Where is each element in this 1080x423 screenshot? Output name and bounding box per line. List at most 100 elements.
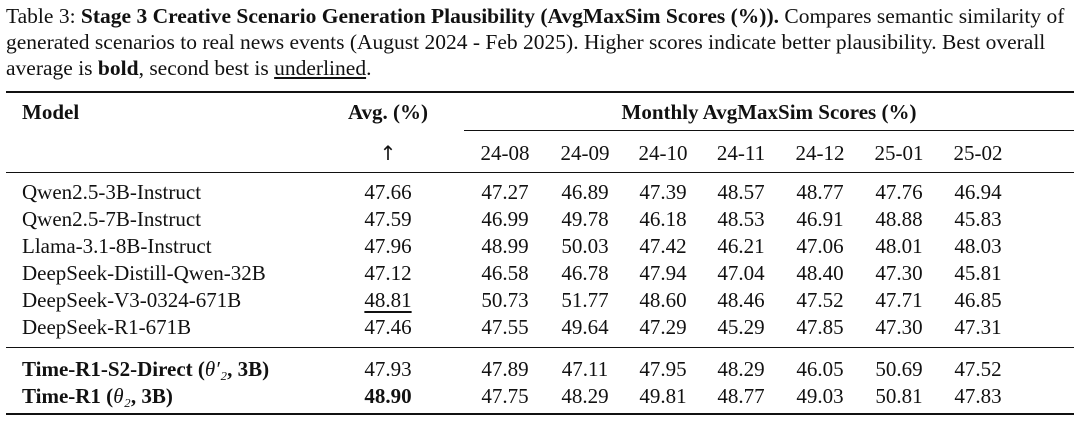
row-month-value: 50.73 [481,288,529,312]
row-month-value: 47.76 [875,180,923,204]
header-month: 25-02 [953,141,1003,165]
row-month-value: 49.64 [561,315,609,339]
row-month-value: 47.95 [639,357,687,381]
caption-label: Table 3: [6,4,81,28]
row-month-value: 45.83 [954,207,1002,231]
row-avg-value: 48.90 [364,384,412,408]
row-month-value: 47.85 [796,315,844,339]
row-month-value: 48.40 [796,261,844,285]
row-avg-value: 47.93 [364,357,412,381]
row-month-value: 47.06 [796,234,844,258]
model-name-prefix: Time-R1 ( [22,384,114,408]
row-month-value: 46.94 [954,180,1002,204]
row-month-value: 47.71 [875,288,923,312]
row-avg-value: 47.66 [364,180,412,204]
mid-rule [6,172,1074,173]
model-parameter-symbol: θ′₂ [204,357,228,381]
row-model-name: Time-R1 (θ₂, 3B) [22,383,173,409]
caption-bold-word: bold [97,56,139,80]
row-avg-value: 47.46 [364,315,412,339]
row-model-name: Qwen2.5-3B-Instruct [22,180,202,204]
row-month-value: 50.81 [875,384,923,408]
row-month-value: 46.89 [561,180,609,204]
row-model-name: DeepSeek-V3-0324-671B [22,288,242,312]
row-month-value: 46.21 [717,234,765,258]
row-month-value: 46.58 [481,261,529,285]
row-month-value: 47.29 [639,315,687,339]
row-model-name: Qwen2.5-7B-Instruct [22,207,202,231]
bottom-rule [6,413,1074,415]
caption-title: Stage 3 Creative Scenario Generation Pla… [80,4,779,28]
model-parameter-symbol: θ₂ [113,384,131,408]
header-model: Model [22,100,80,124]
row-month-value: 48.99 [481,234,529,258]
row-avg-value: 47.96 [364,234,412,258]
row-avg-value: 48.81 [364,288,412,312]
header-avg: Avg. (%) [347,100,429,124]
row-month-value: 47.89 [481,357,529,381]
row-month-value: 46.78 [561,261,609,285]
table-caption: Table 3: Stage 3 Creative Scenario Gener… [6,3,1074,81]
row-month-value: 47.11 [561,357,609,381]
row-month-value: 50.69 [875,357,923,381]
top-rule [6,91,1074,93]
row-month-value: 47.39 [639,180,687,204]
row-month-value: 46.91 [796,207,844,231]
row-month-value: 49.81 [639,384,687,408]
header-arrow: ↑ [379,141,397,165]
header-month: 24-09 [560,141,610,165]
row-month-value: 48.88 [875,207,923,231]
row-month-value: 45.81 [954,261,1002,285]
row-month-value: 48.03 [954,234,1002,258]
row-model-name: DeepSeek-R1-671B [22,315,192,339]
row-month-value: 48.77 [796,180,844,204]
row-avg-value: 47.59 [364,207,412,231]
row-month-value: 47.83 [954,384,1002,408]
row-month-value: 47.31 [954,315,1002,339]
model-name-suffix: , 3B) [130,384,173,408]
row-month-value: 47.30 [875,315,923,339]
caption-underlined-word: underlined [274,56,367,80]
row-month-value: 47.55 [481,315,529,339]
caption-text-1: Compares semantic similarity of generate… [6,4,1065,80]
row-month-value: 47.75 [481,384,529,408]
row-month-value: 48.01 [875,234,923,258]
row-month-value: 45.29 [717,315,765,339]
row-month-value: 46.05 [796,357,844,381]
caption-text-3: . [366,56,372,80]
model-name-prefix: Time-R1-S2-Direct ( [22,357,205,381]
row-month-value: 48.29 [561,384,609,408]
row-model-name: DeepSeek-Distill-Qwen-32B [22,261,266,285]
row-month-value: 47.04 [717,261,765,285]
row-avg-value: 47.12 [364,261,412,285]
row-month-value: 48.46 [717,288,765,312]
monthly-cmidrule [464,130,1074,131]
row-month-value: 47.42 [639,234,687,258]
row-month-value: 47.52 [954,357,1002,381]
row-month-value: 48.60 [639,288,687,312]
row-month-value: 46.18 [639,207,687,231]
row-month-value: 50.03 [561,234,609,258]
header-month: 24-10 [638,141,688,165]
header-month: 24-11 [716,141,766,165]
row-month-value: 47.94 [639,261,687,285]
caption-text-2: , second best is [138,56,275,80]
row-model-name: Time-R1-S2-Direct (θ′₂, 3B) [22,356,269,382]
row-month-value: 46.85 [954,288,1002,312]
row-month-value: 46.99 [481,207,529,231]
row-month-value: 48.77 [717,384,765,408]
mid-rule-2 [6,347,1074,348]
header-month: 25-01 [874,141,924,165]
row-month-value: 47.52 [796,288,844,312]
row-month-value: 48.53 [717,207,765,231]
header-month: 24-12 [795,141,845,165]
header-month: 24-08 [480,141,530,165]
row-month-value: 48.57 [717,180,765,204]
row-month-value: 49.03 [796,384,844,408]
row-model-name: Llama-3.1-8B-Instruct [22,234,212,258]
header-monthly: Monthly AvgMaxSim Scores (%) [621,100,917,124]
model-name-suffix: , 3B) [227,357,270,381]
row-month-value: 47.27 [481,180,529,204]
row-month-value: 47.30 [875,261,923,285]
